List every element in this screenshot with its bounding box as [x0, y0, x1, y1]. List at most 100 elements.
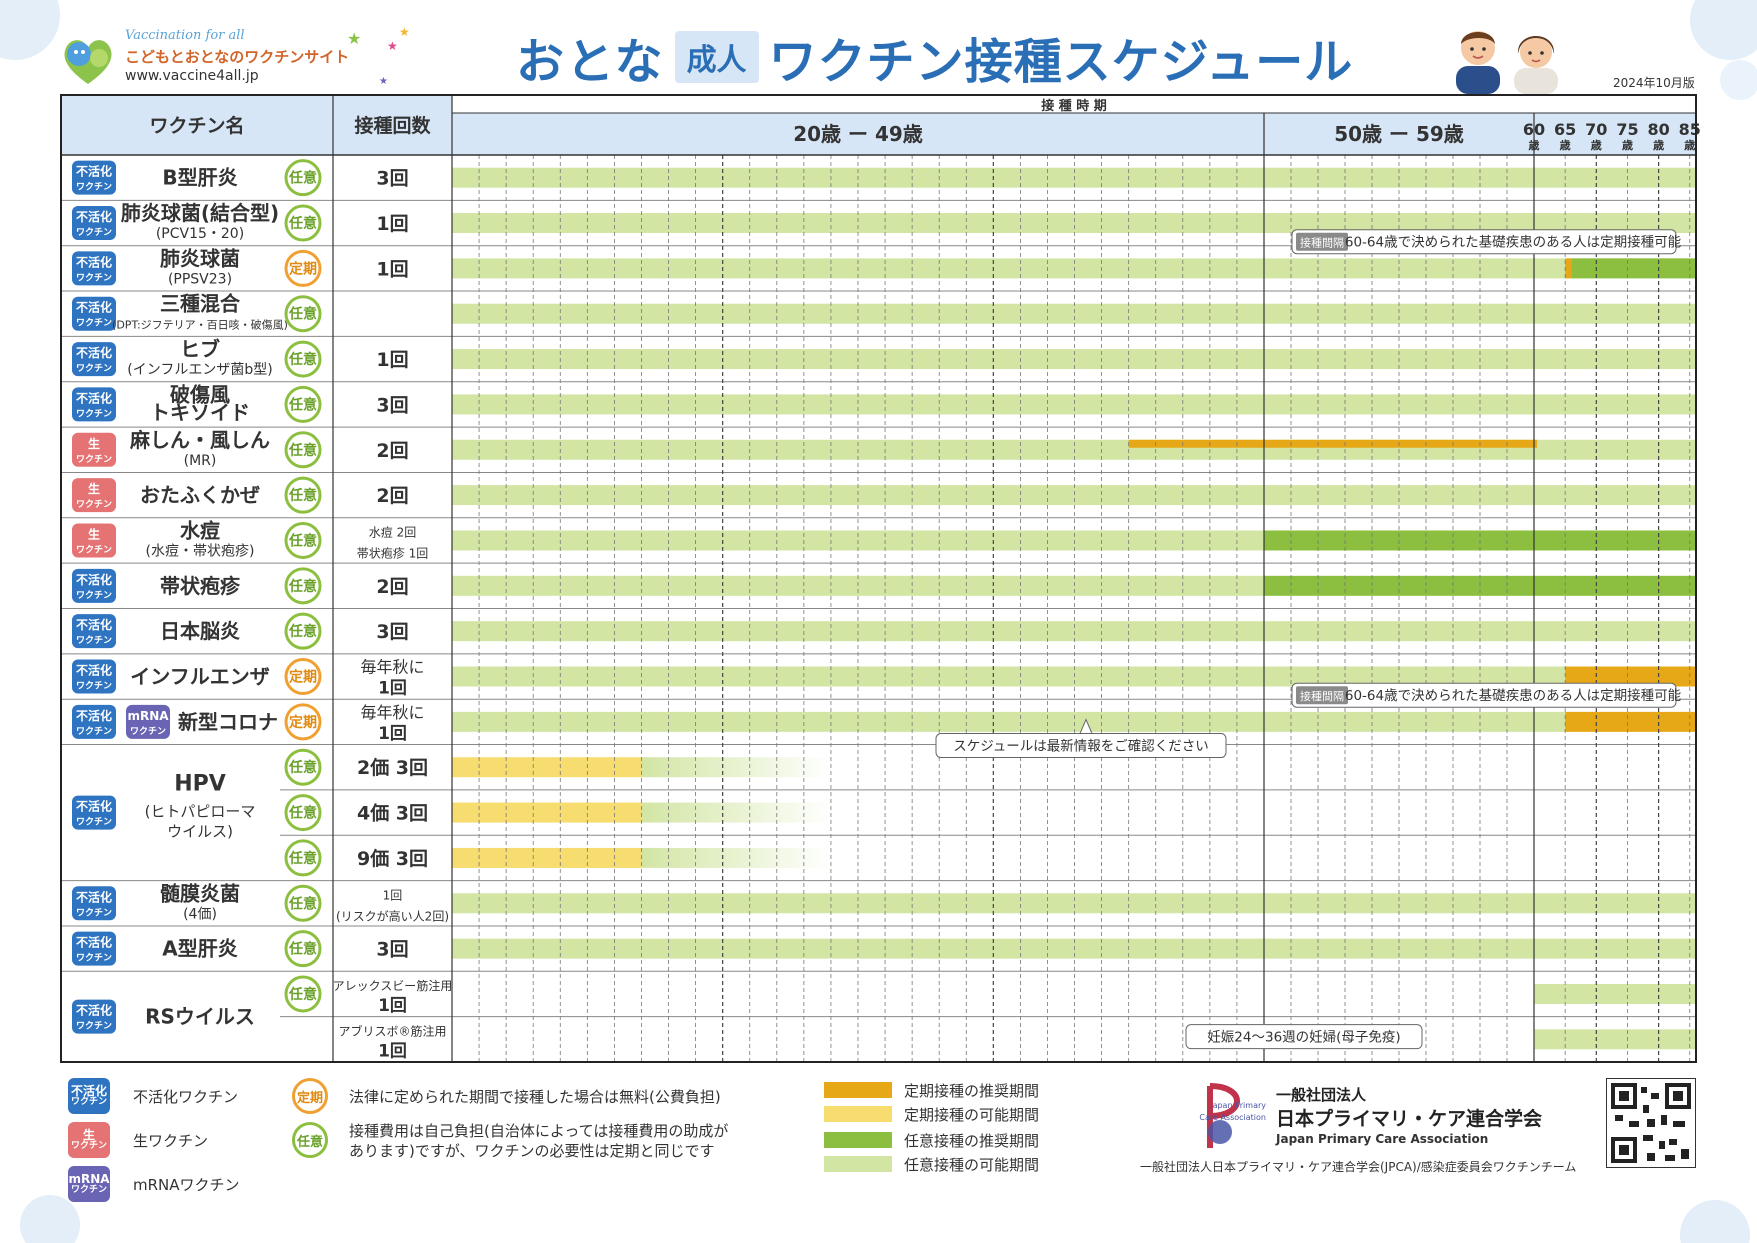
- dose-count: 3回: [376, 621, 408, 643]
- title-badge: 成人: [674, 31, 759, 83]
- schedule-bar: [452, 621, 1696, 642]
- inact-badge-bottom: ワクチン: [76, 363, 112, 374]
- category-label: 任意: [288, 442, 317, 459]
- inact-badge-top: 不活化: [76, 254, 112, 269]
- inact-badge: [72, 659, 116, 694]
- inact-badge: [72, 931, 116, 966]
- decor-bubble: [20, 1195, 80, 1243]
- category-circle: [284, 612, 322, 650]
- legend-nin-pos-swatch: [824, 1156, 892, 1172]
- vaccine-name: 肺炎球菌: [160, 246, 240, 270]
- qr-code-icon[interactable]: [1606, 1078, 1696, 1168]
- svg-text:★: ★: [387, 39, 398, 53]
- mrna-badge-top: mRNA: [127, 709, 169, 723]
- legend-inact-badge: 不活化 ワクチン: [68, 1078, 110, 1114]
- category-label: 定期: [289, 714, 317, 731]
- legend-tei-rec-swatch: [824, 1082, 892, 1098]
- age-tick-unit: 歳: [1591, 138, 1602, 152]
- inact-badge-bottom: ワクチン: [76, 635, 112, 646]
- age-tick-label: 75: [1616, 120, 1638, 139]
- inact-badge-top: 不活化: [76, 889, 112, 904]
- schedule-bar: [1565, 711, 1696, 732]
- legend-teiki-circle: 定期: [292, 1078, 328, 1114]
- inact-badge-top: 不活化: [76, 345, 112, 360]
- legend-nini-circle: 任意: [292, 1122, 328, 1158]
- live-badge-top: 生: [88, 436, 100, 451]
- category-label: 任意: [288, 306, 317, 323]
- legend-live-label: 生ワクチン: [133, 1132, 209, 1150]
- vaccine-subname: ウイルス): [167, 823, 233, 841]
- category-circle: [284, 476, 322, 514]
- age-band-label: 20歳 ー 49歳: [793, 122, 923, 146]
- dose-count: 毎年秋に: [360, 658, 424, 677]
- vaccine-subname: (4価): [183, 906, 217, 922]
- inact-badge: [72, 296, 116, 331]
- vaccine-name: 破傷風: [170, 382, 230, 406]
- legend-inact-label: 不活化ワクチン: [133, 1088, 239, 1106]
- age-tick-unit: 歳: [1684, 138, 1695, 152]
- callout-text: 妊娠24〜36週の妊婦(母子免疫): [1207, 1029, 1400, 1046]
- vaccine-name: 水痘: [180, 518, 220, 542]
- dose-count: 1回: [378, 679, 407, 699]
- vaccine-subname: (PPSV23): [168, 271, 232, 287]
- age-band-label: 50歳 ー 59歳: [1334, 122, 1464, 146]
- svg-text:★: ★: [379, 76, 388, 84]
- inact-badge: [72, 206, 116, 241]
- category-circle: [284, 521, 322, 559]
- inact-badge: [72, 160, 116, 195]
- interval-note: 接種間隔 60-64歳で決められた基礎疾患のある人は定期接種可能: [1291, 229, 1681, 255]
- category-circle: [284, 658, 322, 696]
- legend-nini-desc-2: あります)ですが、ワクチンの必要性は定期と同じです: [349, 1142, 715, 1160]
- vaccine-name: 麻しん・風しん: [129, 428, 270, 452]
- category-label: 任意: [288, 532, 317, 549]
- category-label: 任意: [288, 941, 317, 958]
- vaccine-subname: (DPT:ジフテリア・百日咳・破傷風): [112, 318, 288, 332]
- logo-url[interactable]: www.vaccine4all.jp: [125, 68, 259, 84]
- legend-mrna-badge: mRNA ワクチン: [68, 1166, 110, 1202]
- jpca-logo-text: Japan Primary Care Association: [1199, 1101, 1266, 1122]
- legend-nin-rec-swatch: [824, 1132, 892, 1148]
- live-badge-top: 生: [88, 481, 100, 496]
- schedule-bar: [452, 893, 1696, 914]
- live-badge-bottom: ワクチン: [76, 544, 112, 555]
- inact-badge-bottom: ワクチン: [76, 182, 112, 193]
- vaccine-name: 新型コロナ: [178, 710, 278, 734]
- interval-tag: [1296, 232, 1348, 251]
- callout-text: 60-64歳で決められた基礎疾患のある人は定期接種可能: [1345, 687, 1681, 704]
- svg-text:★: ★: [399, 25, 410, 39]
- schedule-bar: [1128, 439, 1538, 448]
- dose-count: アブリスボ®筋注用: [338, 1023, 446, 1038]
- dose-count: 3回: [376, 168, 408, 190]
- schedule-bar: [452, 757, 642, 778]
- inact-badge: [72, 342, 116, 377]
- pregnancy-callout: 妊娠24〜36週の妊婦(母子免疫): [1185, 1024, 1423, 1050]
- vaccine-subname: (ヒトパピローマ: [145, 803, 256, 821]
- category-label: 任意: [288, 759, 317, 776]
- site-logo[interactable]: Vaccination for all こどもとおとなのワクチンサイト www.…: [55, 24, 415, 89]
- category-label: 任意: [288, 215, 317, 232]
- inact-badge-bottom: ワクチン: [76, 907, 112, 918]
- schedule-bar: [452, 711, 1566, 732]
- vaccine-name: 三種混合: [160, 292, 241, 316]
- inact-badge-top: 不活化: [76, 799, 112, 814]
- col-header-period: 接 種 時 期: [1041, 98, 1107, 114]
- dose-count: 2回: [376, 576, 408, 598]
- mrna-badge-bottom: ワクチン: [130, 726, 166, 737]
- dose-count: 2回: [376, 440, 408, 462]
- category-circle: [284, 794, 322, 832]
- schedule-bar: [452, 303, 1696, 324]
- age-tick-unit: 歳: [1560, 138, 1571, 152]
- category-circle: [284, 159, 322, 197]
- inact-badge-bottom: ワクチン: [76, 227, 112, 238]
- category-circle: [284, 204, 322, 242]
- inact-badge-bottom: ワクチン: [76, 408, 112, 419]
- legend-nin-pos-label: 任意接種の可能期間: [904, 1156, 1040, 1174]
- category-circle: [284, 431, 322, 469]
- inact-badge-top: 不活化: [76, 617, 112, 632]
- category-circle: [284, 703, 322, 741]
- schedule-bar: [641, 847, 831, 868]
- vaccine-subname: トキソイド: [150, 400, 250, 424]
- latest-info-callout: スケジュールは最新情報をご確認ください: [935, 733, 1227, 759]
- age-tick-unit: 歳: [1622, 138, 1633, 152]
